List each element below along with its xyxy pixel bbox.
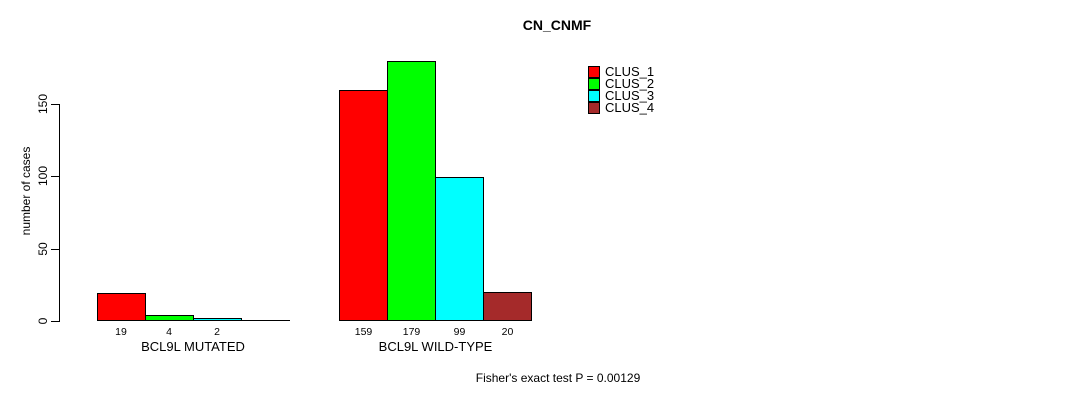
y-axis-tick [51, 176, 59, 177]
bar-value-label: 20 [501, 326, 514, 338]
group-label: BCL9L MUTATED [141, 339, 245, 354]
y-axis-tick-label: 50 [36, 242, 50, 256]
legend-label: CLUS_4 [605, 100, 655, 115]
bar-value-label: 99 [453, 326, 466, 338]
bar [339, 90, 388, 321]
legend-label: CLUS_1 [605, 64, 655, 79]
y-axis-tick [51, 249, 59, 250]
chart-title: CN_CNMF [522, 17, 592, 33]
bar-value-label: 2 [214, 326, 220, 338]
legend-label: CLUS_2 [605, 76, 655, 91]
bar [240, 320, 290, 321]
bar [435, 177, 484, 321]
y-axis-tick [51, 321, 59, 322]
y-axis-tick [51, 104, 59, 105]
group-label: BCL9L WILD-TYPE [378, 339, 493, 354]
legend-row: CLUS_3 [588, 88, 655, 103]
bar-value-label: 159 [354, 326, 373, 338]
legend-row: CLUS_1 [588, 64, 655, 79]
bar [96, 293, 146, 321]
legend-label: CLUS_3 [605, 88, 655, 103]
bar [192, 318, 242, 321]
bar-value-label: 179 [402, 326, 421, 338]
annotation-fisher-test: Fisher's exact test P = 0.00129 [475, 371, 641, 385]
legend-swatch [588, 90, 600, 102]
y-axis-tick-label: 0 [36, 317, 50, 325]
legend-swatch [588, 102, 600, 114]
legend-row: CLUS_4 [588, 100, 655, 115]
legend-swatch [588, 78, 600, 90]
bar [483, 292, 532, 321]
y-axis-tick-label: 150 [36, 93, 50, 115]
bar-value-label: 4 [166, 326, 172, 338]
bar [144, 315, 194, 321]
legend-row: CLUS_2 [588, 76, 655, 91]
y-axis-line [59, 104, 60, 322]
y-axis-tick-label: 100 [36, 165, 50, 187]
legend-swatch [588, 66, 600, 78]
bar [387, 61, 436, 321]
bar-value-label: 19 [115, 326, 127, 338]
